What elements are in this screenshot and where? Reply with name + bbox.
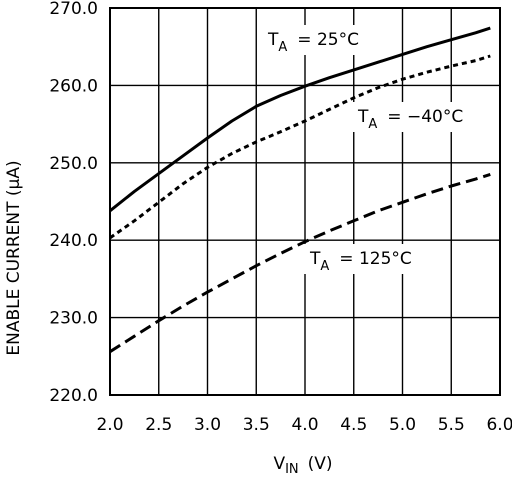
- x-tick-label: 2.5: [145, 415, 172, 435]
- series-line-solid: [109, 26, 491, 212]
- x-tick-label: 3.5: [243, 415, 270, 435]
- series-annotation: TA = −40°C: [357, 107, 463, 132]
- series-line-dotted: [109, 54, 491, 240]
- x-axis-title-sub: IN: [285, 462, 299, 477]
- series-annotation: TA = 125°C: [309, 249, 412, 274]
- y-tick-label: 240.0: [49, 231, 98, 251]
- plot-frame: [109, 7, 501, 396]
- grid-lines: [109, 7, 501, 396]
- y-axis-title: ENABLE CURRENT (μA): [4, 160, 24, 355]
- series-layer: [109, 26, 491, 353]
- annotation-value: = 25°C: [297, 30, 359, 50]
- x-tick-label: 2.0: [96, 415, 123, 435]
- annotation-symbol: T: [309, 249, 321, 269]
- annotation-subscript: A: [368, 117, 377, 132]
- annotation-value: = 125°C: [339, 249, 411, 269]
- annotation-background: [352, 102, 487, 132]
- y-tick-label: 260.0: [49, 76, 98, 96]
- x-axis-title-unit: (V): [308, 454, 333, 474]
- y-tick-label: 220.0: [49, 386, 98, 406]
- annotation-symbol: T: [357, 107, 369, 127]
- annotation-symbol: T: [267, 30, 279, 50]
- annotation-background: [304, 244, 438, 274]
- series-annotation: TA = 25°C: [267, 30, 359, 55]
- x-tick-label: 3.0: [194, 415, 221, 435]
- annotation-subscript: A: [278, 40, 287, 55]
- y-tick-label: 270.0: [49, 0, 98, 19]
- x-tick-labels: 2.0 2.5 3.0 3.5 4.0 4.5 5.0 5.5 6.0: [96, 415, 512, 435]
- y-tick-label: 230.0: [49, 309, 98, 329]
- y-tick-label: 250.0: [49, 154, 98, 174]
- x-tick-label: 5.5: [438, 415, 465, 435]
- annotation-subscript: A: [320, 259, 329, 274]
- series-annotations: TA = 25°CTA = −40°CTA = 125°C: [262, 25, 487, 274]
- x-axis-title: VIN (V): [273, 454, 332, 477]
- x-tick-label: 5.0: [389, 415, 416, 435]
- annotation-background: [262, 25, 380, 55]
- x-axis-title-main: V: [273, 454, 285, 474]
- y-tick-labels: 220.0 230.0 240.0 250.0 260.0 270.0: [49, 0, 98, 406]
- x-tick-label: 6.0: [486, 415, 512, 435]
- series-line-dashed: [109, 172, 491, 353]
- annotation-value: = −40°C: [387, 107, 463, 127]
- x-tick-label: 4.5: [340, 415, 367, 435]
- x-tick-label: 4.0: [291, 415, 318, 435]
